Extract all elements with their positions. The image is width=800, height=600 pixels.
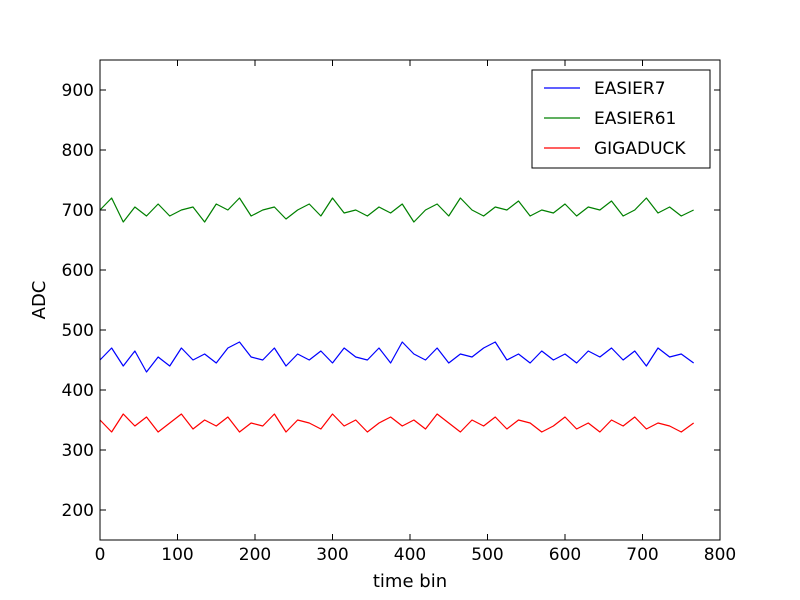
y-tick-label: 500 <box>62 321 94 341</box>
legend-label-easier7: EASIER7 <box>594 79 666 99</box>
x-tick-label: 500 <box>471 545 503 565</box>
series-line-easier7 <box>99 341 695 373</box>
legend-label-easier61: EASIER61 <box>594 109 676 129</box>
y-tick-label: 200 <box>62 501 94 521</box>
x-tick-label: 0 <box>95 545 106 565</box>
x-tick-label: 800 <box>704 545 736 565</box>
y-tick-label: 700 <box>62 201 94 221</box>
x-tick-label: 600 <box>549 545 581 565</box>
y-tick-label: 400 <box>62 381 94 401</box>
y-axis-label: ADC <box>29 281 50 320</box>
y-tick-label: 900 <box>62 81 94 101</box>
y-axis: 200 300 400 500 600 700 800 900 <box>62 81 720 521</box>
x-tick-label: 400 <box>394 545 426 565</box>
x-axis: 0 100 200 300 400 500 600 700 800 <box>95 60 736 565</box>
x-tick-label: 200 <box>239 545 271 565</box>
series-line-gigaduck <box>99 413 695 433</box>
x-tick-label: 100 <box>161 545 193 565</box>
legend-box <box>531 69 711 169</box>
series-layer <box>99 197 695 433</box>
legend: EASIER7 EASIER61 GIGADUCK <box>531 69 711 169</box>
y-tick-label: 300 <box>62 441 94 461</box>
y-tick-label: 600 <box>62 261 94 281</box>
x-tick-label: 700 <box>626 545 658 565</box>
legend-label-gigaduck: GIGADUCK <box>594 139 686 159</box>
y-tick-label: 800 <box>62 141 94 161</box>
series-line-easier61 <box>99 197 694 223</box>
x-tick-label: 300 <box>316 545 348 565</box>
x-axis-label: time bin <box>373 571 447 592</box>
